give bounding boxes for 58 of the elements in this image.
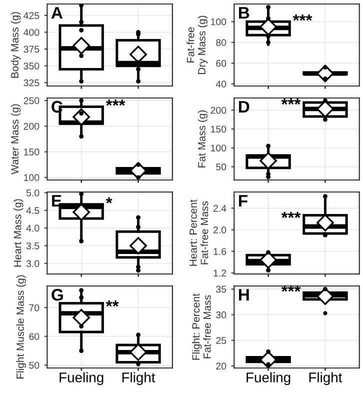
chart-title: G: [52, 288, 63, 301]
y-tick-label: 20: [216, 362, 226, 370]
y-tick-label: 250: [24, 97, 40, 104]
annotation: ***: [281, 98, 301, 105]
y-axis-title: Flight: Percent Fat-free Mass: [192, 293, 211, 360]
y-tick-label: 350: [24, 62, 40, 70]
y-tick-label: 325: [24, 79, 40, 86]
y-tick-label: 50: [216, 164, 226, 170]
annotation: ***: [281, 212, 301, 218]
y-tick-label: 375: [24, 46, 40, 53]
y-tick-label: 1.2: [214, 270, 226, 276]
y-tick-label: 100: [211, 18, 226, 26]
y-tick-label: 425: [24, 12, 40, 20]
y-axis-title: Water Mass (g): [10, 104, 21, 174]
y-tick-label: 3.5: [26, 242, 40, 250]
y-tick-label: 400: [24, 28, 40, 36]
chart-title: D: [239, 101, 250, 113]
chart-title: B: [239, 7, 250, 19]
y-tick-label: 50: [29, 362, 40, 369]
y-tick-label: 4.5: [26, 207, 40, 214]
y-tick-label: 30: [216, 311, 226, 318]
x-tick-label: Flight: [122, 372, 156, 386]
y-axis-title: Heart Mass (g): [14, 199, 24, 267]
y-tick-label: 60: [216, 60, 226, 67]
y-axis-title: Fat Mass (g): [198, 110, 208, 168]
x-tick-label: Fueling: [246, 372, 290, 386]
chart-title: A: [51, 7, 63, 19]
y-tick-label: 2.4: [213, 204, 226, 212]
y-axis-title: Body Mass (g): [10, 12, 21, 78]
y-tick-label: 100: [211, 144, 226, 152]
y-axis-title: Fat-free Dry Mass (g): [186, 16, 208, 74]
y-axis-title: Heart: Percent Fat-free Mass: [190, 199, 208, 266]
annotation: ***: [106, 100, 126, 106]
annotation: *: [106, 197, 112, 204]
y-tick-label: 200: [210, 106, 226, 114]
y-axis-title: Flight Muscle Mass (g): [16, 275, 26, 379]
y-tick-label: 150: [24, 148, 40, 156]
y-tick-label: 25: [216, 337, 226, 344]
annotation: **: [106, 300, 119, 307]
y-tick-label: 35: [216, 286, 226, 293]
y-tick-label: 200: [24, 122, 40, 130]
y-tick-label: 150: [211, 126, 226, 133]
y-tick-label: 3.0: [26, 260, 40, 268]
y-tick-label: 4.0: [26, 224, 40, 232]
y-tick-label: 40: [216, 80, 226, 88]
y-tick-label: 80: [216, 39, 226, 46]
annotation: ***: [281, 286, 301, 292]
y-tick-label: 60: [29, 333, 40, 340]
y-tick-label: 100: [24, 174, 40, 182]
annotation: ***: [292, 14, 312, 21]
y-tick-label: 70: [29, 304, 40, 312]
chart-title: H: [239, 289, 249, 301]
x-tick-label: Fueling: [60, 372, 104, 386]
y-tick-label: 2.0: [213, 226, 226, 234]
chart-title: F: [239, 195, 248, 207]
y-tick-label: 5.0: [26, 189, 40, 196]
y-tick-label: 1.6: [214, 248, 226, 255]
x-tick-label: Flight: [309, 372, 342, 386]
